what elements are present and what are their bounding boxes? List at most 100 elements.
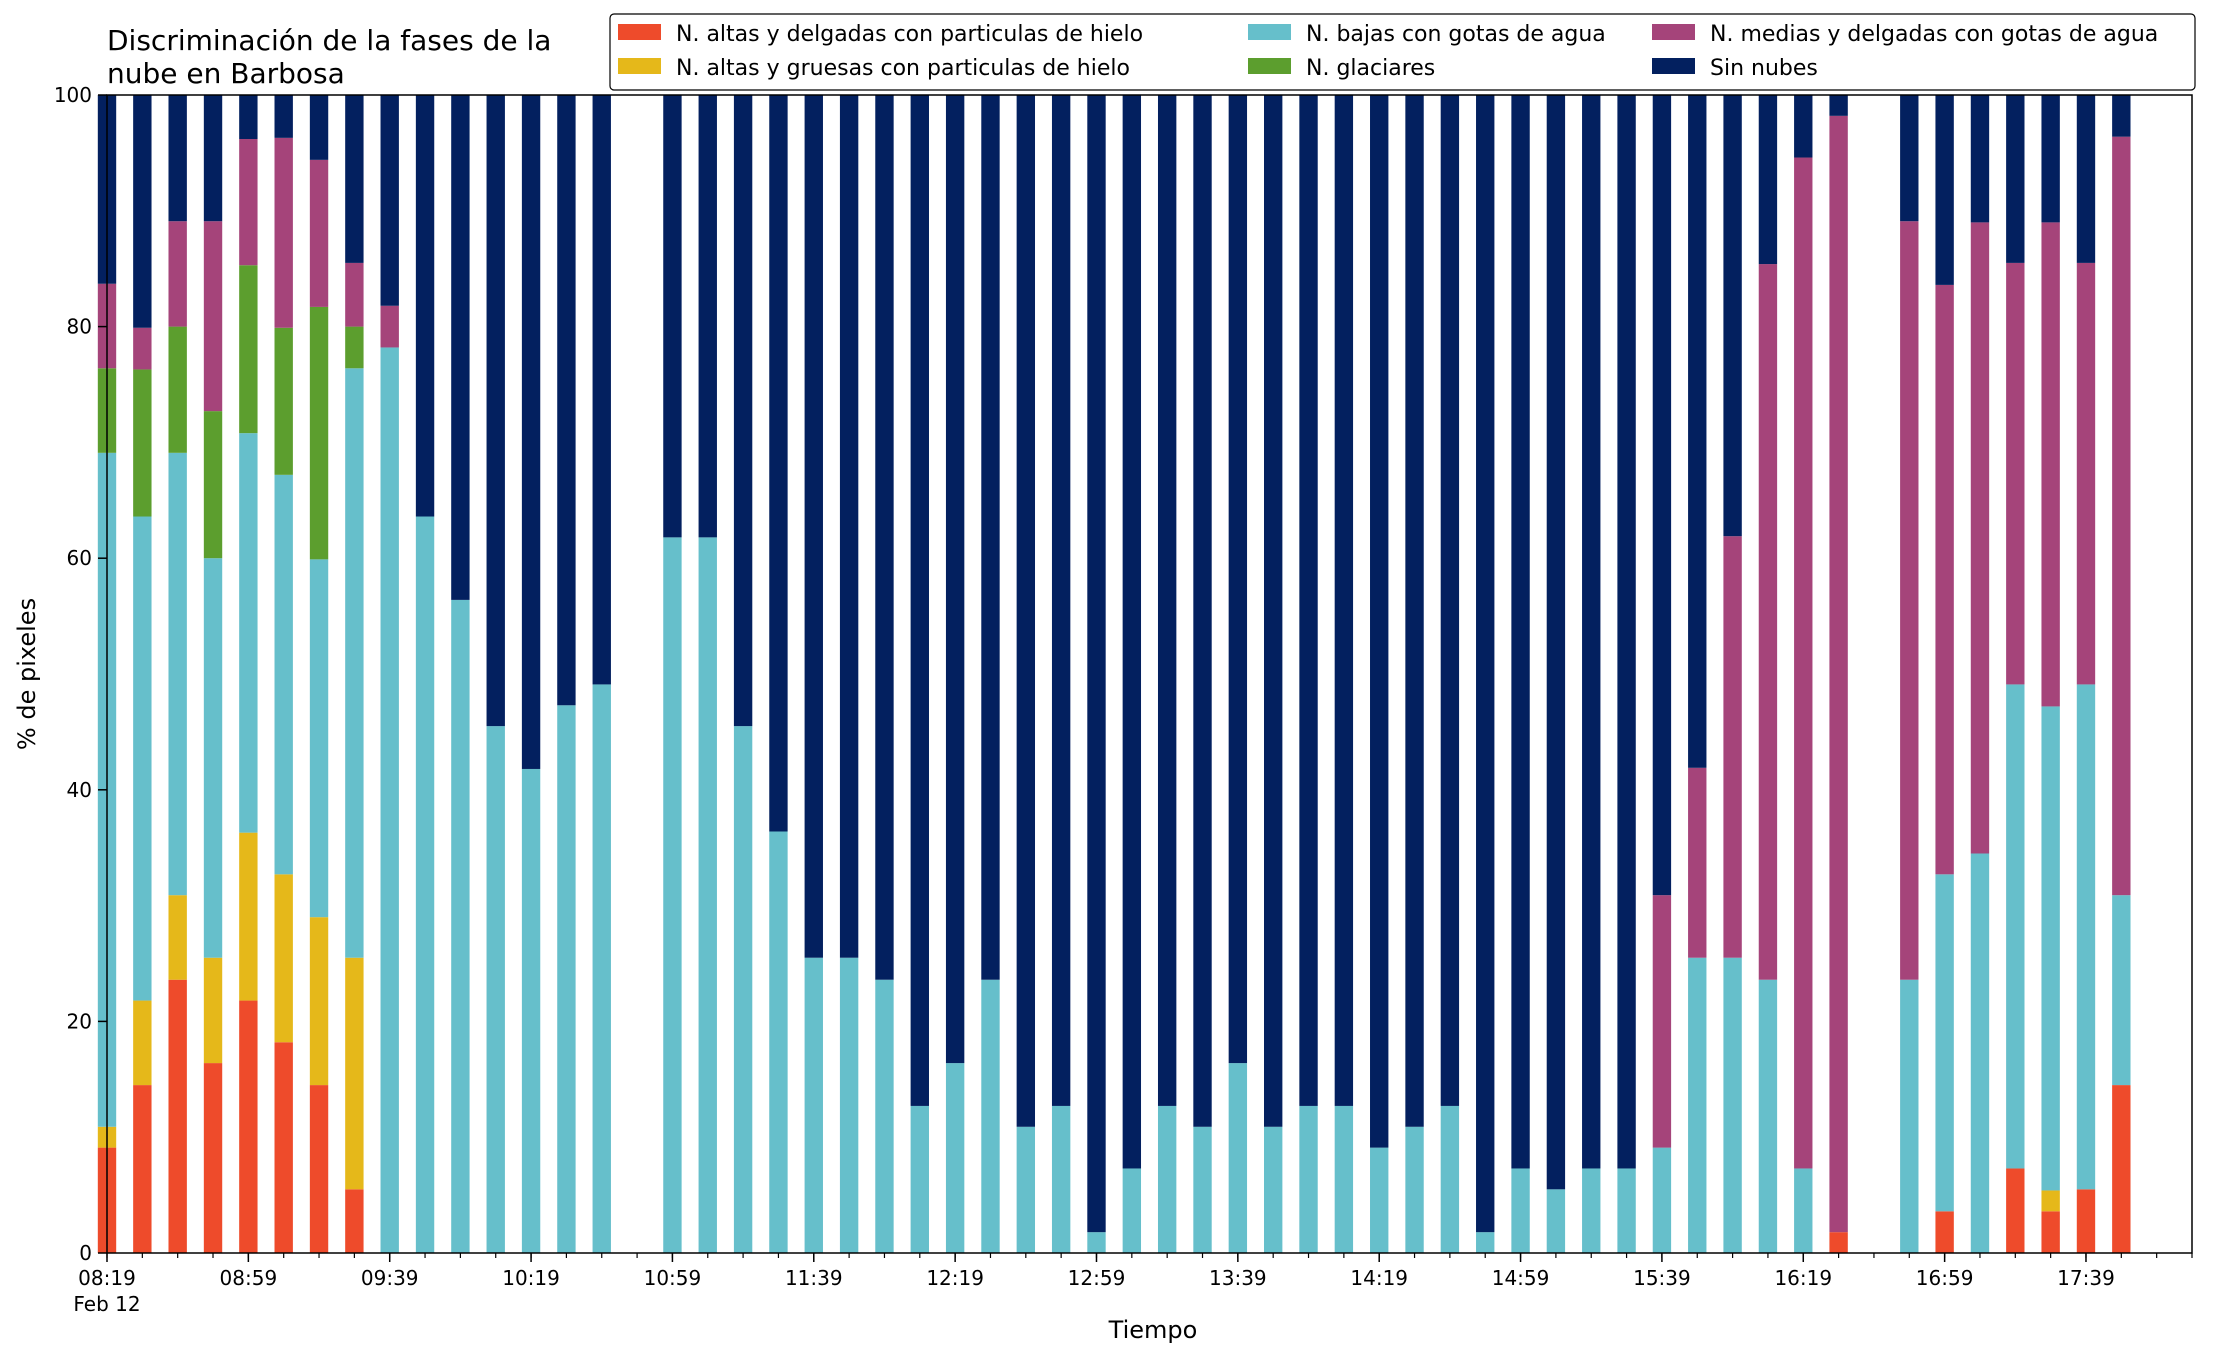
bar-segment [981, 95, 1000, 980]
bar-segment [2076, 95, 2096, 263]
bar-segment [451, 95, 470, 600]
bar-segment [309, 1085, 329, 1253]
bar-segment [1829, 95, 1848, 116]
bar-segment [2006, 262, 2025, 685]
bar-segment [1758, 95, 1778, 265]
bar-segment [1122, 1168, 1142, 1253]
bar-stack [839, 95, 859, 1253]
bar-segment [1688, 957, 1707, 1253]
x-tick-label: 08:59 [220, 1266, 278, 1290]
chart-title-line-1: Discriminación de la fases de la [107, 24, 551, 57]
bar-segment [698, 537, 717, 1253]
bar-stack [1264, 95, 1283, 1253]
bar-stack [451, 95, 470, 1253]
bar-segment [1334, 95, 1354, 1106]
bar-segment [203, 221, 223, 412]
bar-segment [1652, 95, 1672, 896]
bar-stack [1970, 95, 1990, 1253]
bar-stack [380, 95, 399, 1253]
bar-segment [486, 95, 505, 727]
bar-segment [1900, 221, 1919, 980]
bar-segment [1794, 95, 1813, 158]
bar-segment [168, 221, 187, 327]
bar-segment [1440, 95, 1460, 1106]
bar-segment [203, 411, 223, 559]
bar-segment [1264, 1126, 1283, 1253]
bar-segment [1051, 95, 1071, 1106]
bar-segment [239, 139, 258, 266]
bar-segment [380, 95, 399, 306]
legend-swatch [618, 24, 661, 40]
bar-segment [415, 95, 435, 517]
y-tick-label: 100 [54, 83, 92, 107]
bar-segment [133, 1085, 152, 1253]
bar-segment [1723, 95, 1742, 537]
bar-segment [168, 326, 187, 453]
bar-segment [2112, 895, 2131, 1086]
x-tick-label: 16:59 [1916, 1266, 1974, 1290]
bar-stack [1370, 95, 1389, 1253]
bar-stack [1334, 95, 1354, 1253]
bar-stack [663, 95, 682, 1253]
bar-segment [2112, 1085, 2131, 1253]
bar-segment [309, 306, 329, 560]
bar-segment [1935, 284, 1954, 875]
bar-stack [486, 95, 505, 1253]
x-axis-label: Tiempo [1108, 1316, 1198, 1344]
bar-segment [415, 516, 435, 1253]
bar-segment [309, 159, 329, 307]
x-tick-label: 09:39 [361, 1266, 419, 1290]
bar-stack [133, 95, 152, 1253]
bar-segment [981, 979, 1000, 1253]
bar-segment [663, 537, 682, 1253]
bar-segment [1652, 895, 1672, 1148]
bar-segment [133, 516, 152, 1001]
bar-stack [1829, 95, 1848, 1253]
x-date-label: Feb 12 [73, 1292, 140, 1316]
bar-stack [769, 95, 788, 1253]
bar-segment [203, 957, 223, 1064]
bar-segment [203, 95, 223, 222]
bar-segment [521, 95, 541, 769]
bar-stack [1723, 95, 1742, 1253]
bar-stack [1688, 95, 1707, 1253]
y-tick-label: 60 [67, 546, 92, 570]
bar-segment [274, 874, 293, 1043]
bar-segment [309, 95, 329, 160]
bar-segment [239, 265, 258, 434]
bar-stack [345, 95, 364, 1253]
bar-stack [1935, 95, 1954, 1253]
bar-segment [239, 1000, 258, 1253]
bar-segment [133, 95, 152, 328]
bar-segment [1193, 95, 1212, 1127]
bar-stack [557, 95, 576, 1253]
bar-segment [1228, 1063, 1248, 1253]
bar-stack [1511, 95, 1530, 1253]
bar-segment [1299, 1105, 1318, 1253]
bar-segment [274, 95, 293, 138]
bar-stack [2076, 95, 2096, 1253]
y-tick-label: 20 [67, 1009, 92, 1033]
legend-swatch [1248, 24, 1291, 40]
bar-segment [1051, 1105, 1071, 1253]
bar-segment [1617, 95, 1636, 1169]
bar-stack [1405, 95, 1424, 1253]
bar-stack [203, 95, 223, 1253]
bar-segment [1193, 1126, 1212, 1253]
bar-segment [274, 1042, 293, 1253]
bar-segment [274, 327, 293, 475]
bar-segment [1935, 874, 1954, 1212]
bar-segment [1900, 95, 1919, 222]
bar-segment [1440, 1105, 1460, 1253]
bar-segment [1688, 95, 1707, 768]
bar-stack [698, 95, 717, 1253]
bar-segment [2006, 95, 2025, 263]
bar-segment [1688, 767, 1707, 958]
bar-segment [1299, 95, 1318, 1106]
bar-segment [345, 1189, 364, 1253]
bar-stack [910, 95, 929, 1253]
bar-segment [663, 95, 682, 538]
bar-segment [486, 726, 505, 1253]
bar-segment [2041, 706, 2060, 1191]
bar-segment [168, 979, 187, 1253]
